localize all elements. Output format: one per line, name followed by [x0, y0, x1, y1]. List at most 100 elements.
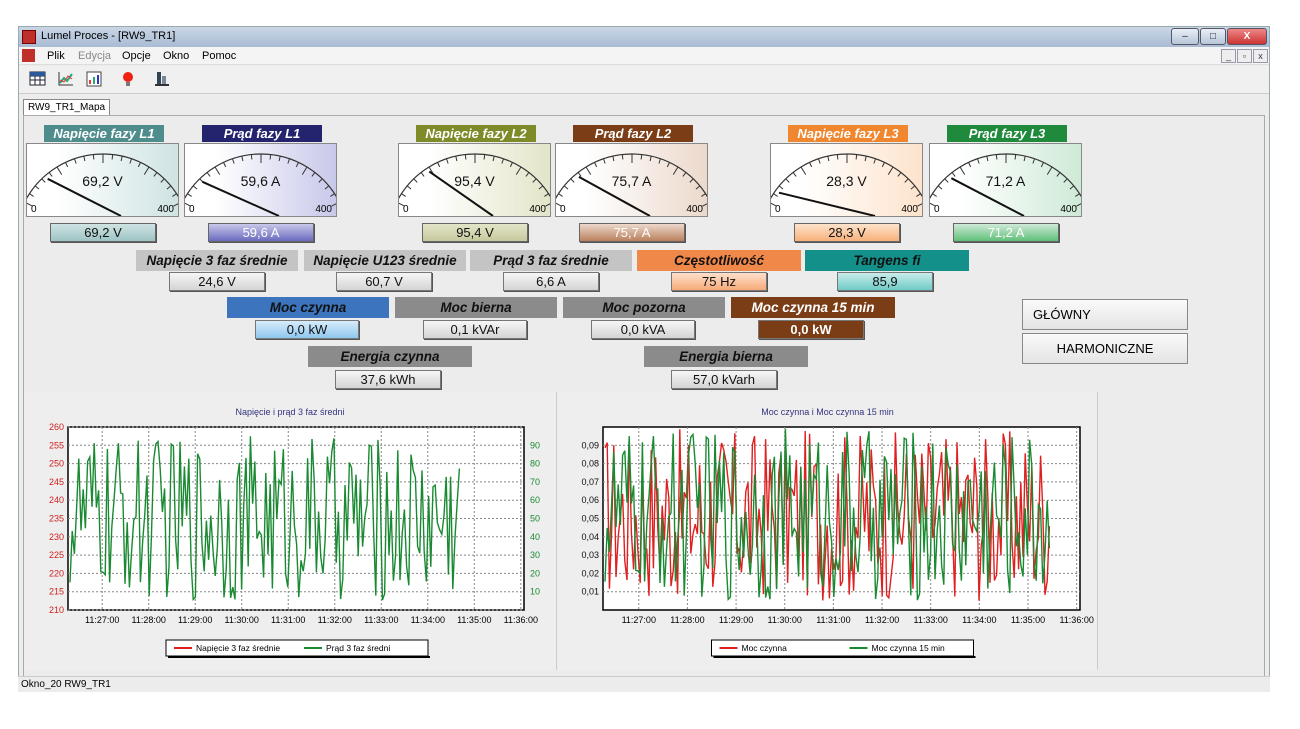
x-tick-label: 11:28:00 [670, 615, 704, 625]
gauge-tick [214, 166, 221, 175]
gauge-tick [187, 193, 192, 197]
gauge-tick [331, 203, 336, 207]
gauge-tick [658, 158, 661, 164]
gauge-tick [649, 156, 652, 162]
gauge-tick [406, 185, 412, 190]
x-tick-label: 11:36:00 [504, 615, 538, 625]
gauge-tick [558, 193, 563, 197]
gauge-tick [153, 172, 158, 177]
maximize-button[interactable]: □ [1200, 28, 1226, 45]
gauge-tick [295, 162, 299, 168]
gauge-tick [41, 178, 46, 183]
gauge-tick [74, 158, 77, 164]
gauge-needle [950, 177, 1025, 216]
x-tick-label: 11:32:00 [865, 615, 899, 625]
gauge-tick [143, 166, 150, 175]
gauge-tick [682, 172, 687, 177]
x-tick-label: 11:31:00 [271, 615, 305, 625]
minimize-button[interactable]: – [1171, 28, 1199, 45]
x-tick-label: 11:34:00 [411, 615, 445, 625]
y-tick-label: 0,07 [581, 477, 599, 487]
param-value-czestotliwosc: 75 Hz [671, 272, 767, 291]
alarm-icon[interactable] [119, 70, 137, 88]
gauge-tick [910, 185, 916, 190]
param-label-czestotliwosc: Częstotliwość [637, 250, 801, 271]
param-value-tangens: 85,9 [837, 272, 933, 291]
x-tick-label: 11:29:00 [719, 615, 753, 625]
gauge-tick [836, 154, 839, 160]
menu-bar: Plik Edycja Opcje Okno Pomoc _ ▫ x [19, 47, 1269, 65]
mdi-close-button[interactable]: x [1253, 49, 1268, 63]
chart-panel-voltage-current: Napięcie i prąd 3 faz średni 11:27:00 11:… [24, 392, 557, 670]
gauge-tick [986, 156, 989, 162]
gauge-tick [1076, 203, 1081, 207]
table-icon[interactable] [29, 70, 47, 88]
x-tick-label: 11:29:00 [178, 615, 212, 625]
gauge-value: 95,4 V [454, 173, 495, 189]
gauge-tick [1063, 178, 1068, 183]
device-icon[interactable] [153, 70, 171, 88]
gauge-tick [223, 162, 227, 168]
x-tick-label: 11:34:00 [962, 615, 996, 625]
gauge-tick [111, 154, 114, 160]
legend-label: Moc czynna [742, 643, 788, 653]
gauge-tick [318, 178, 323, 183]
gauge-tick [1056, 172, 1061, 177]
menu-pomoc[interactable]: Pomoc [202, 50, 237, 62]
gauge-tick [995, 154, 998, 160]
gauge-tick [446, 158, 449, 164]
mdi-minimize-button[interactable]: _ [1221, 49, 1236, 63]
gauge-tick [621, 154, 624, 160]
mdi-restore-button[interactable]: ▫ [1237, 49, 1252, 63]
gauge-tick [1032, 158, 1035, 164]
x-tick-label: 11:27:00 [622, 615, 656, 625]
param-value-napiecie-u123: 60,7 V [336, 272, 432, 291]
menu-edycja[interactable]: Edycja [78, 50, 112, 62]
chart-icon[interactable] [57, 70, 75, 88]
y-tick-label: 245 [49, 477, 64, 487]
x-tick-label: 11:31:00 [816, 615, 850, 625]
gauge-tick [525, 172, 530, 177]
title-bar[interactable]: Lumel Proces - [RW9_TR1] – □ X [19, 27, 1269, 47]
document-icon[interactable] [22, 49, 35, 62]
y-tick-label: 260 [49, 422, 64, 432]
gauge-2: 95,4 V 0 400 [398, 143, 551, 217]
gauge-tick [56, 166, 63, 175]
legend-shadow [168, 656, 430, 658]
y-tick-label: 0,08 [581, 459, 599, 469]
y-right-tick-label: 60 [530, 495, 540, 505]
gauge-tick [544, 193, 549, 197]
param-value-moc-czynna-15: 0,0 kW [758, 320, 864, 339]
y-tick-label: 210 [49, 605, 64, 615]
param-value-energia-bierna: 57,0 kVarh [671, 370, 777, 389]
y-tick-label: 0,09 [581, 440, 599, 450]
gauge-tick [173, 203, 178, 207]
report-icon[interactable] [85, 70, 103, 88]
gauge-label-1: Prąd fazy L1 [202, 125, 322, 142]
gauge-0: 69,2 V 0 400 [26, 143, 179, 217]
gauge-min: 0 [31, 204, 37, 215]
y-right-tick-label: 80 [530, 459, 540, 469]
menu-okno[interactable]: Okno [163, 50, 190, 62]
menu-plik[interactable]: Plik [47, 50, 65, 62]
glowny-button[interactable]: GŁÓWNY [1022, 299, 1188, 330]
chart-power: 11:27:00 11:28:00 11:29:00 11:30:00 11:31:00… [581, 426, 1094, 658]
gauge-max: 400 [529, 204, 546, 215]
close-button[interactable]: X [1227, 28, 1267, 45]
gauge-tick [944, 178, 949, 183]
gauge-tick [968, 162, 972, 168]
gauge-label-4: Napięcie fazy L3 [788, 125, 908, 142]
gauge-tick [917, 203, 922, 207]
gauge-tick [185, 202, 191, 207]
menu-opcje[interactable]: Opcje [122, 50, 151, 62]
gauge-tick [538, 185, 544, 190]
param-value-moc-czynna: 0,0 kW [255, 320, 359, 339]
harmoniczne-button[interactable]: HARMONICZNE [1022, 333, 1188, 364]
gauge-tick [702, 203, 707, 207]
y-right-tick-label: 20 [530, 568, 540, 578]
tab-mapa[interactable]: RW9_TR1_Mapa [23, 99, 111, 115]
param-label-moc-czynna-15: Moc czynna 15 min [731, 297, 895, 318]
gauge-tick [501, 158, 504, 164]
y-tick-label: 225 [49, 550, 64, 560]
gauge-display-0: 69,2 V [50, 223, 156, 242]
